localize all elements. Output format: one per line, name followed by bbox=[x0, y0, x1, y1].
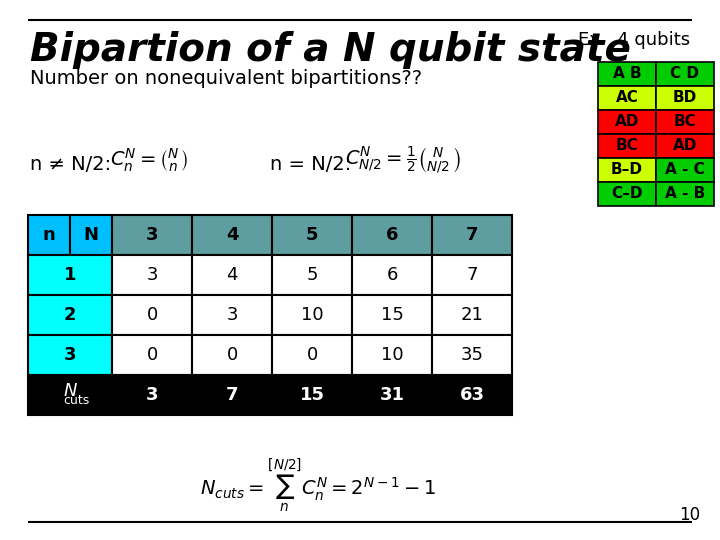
FancyBboxPatch shape bbox=[598, 182, 656, 206]
FancyBboxPatch shape bbox=[192, 215, 272, 255]
FancyBboxPatch shape bbox=[272, 295, 352, 335]
FancyBboxPatch shape bbox=[656, 86, 714, 110]
FancyBboxPatch shape bbox=[272, 375, 352, 415]
FancyBboxPatch shape bbox=[352, 215, 432, 255]
Text: A B: A B bbox=[613, 66, 642, 82]
Text: 7: 7 bbox=[466, 226, 478, 244]
Text: N: N bbox=[84, 226, 99, 244]
Text: $C_n^N = \binom{N}{n}$: $C_n^N = \binom{N}{n}$ bbox=[110, 146, 188, 174]
FancyBboxPatch shape bbox=[656, 62, 714, 86]
Text: C–D: C–D bbox=[611, 186, 643, 201]
Text: 5: 5 bbox=[306, 226, 318, 244]
FancyBboxPatch shape bbox=[352, 375, 432, 415]
Text: 4: 4 bbox=[226, 266, 238, 284]
Text: 0: 0 bbox=[226, 346, 238, 364]
Text: $C_{N/2}^N = \frac{1}{2}\binom{N}{N/2}$: $C_{N/2}^N = \frac{1}{2}\binom{N}{N/2}$ bbox=[345, 144, 461, 176]
Text: $N$: $N$ bbox=[63, 382, 78, 400]
Text: 2: 2 bbox=[64, 306, 76, 324]
Text: AD: AD bbox=[615, 114, 639, 130]
FancyBboxPatch shape bbox=[28, 295, 112, 335]
Text: 63: 63 bbox=[459, 386, 485, 404]
FancyBboxPatch shape bbox=[432, 335, 512, 375]
FancyBboxPatch shape bbox=[598, 86, 656, 110]
Text: 4: 4 bbox=[226, 226, 238, 244]
Text: cuts: cuts bbox=[63, 394, 89, 407]
FancyBboxPatch shape bbox=[272, 215, 352, 255]
Text: 21: 21 bbox=[461, 306, 483, 324]
FancyBboxPatch shape bbox=[192, 255, 272, 295]
FancyBboxPatch shape bbox=[28, 255, 112, 295]
FancyBboxPatch shape bbox=[598, 110, 656, 134]
Text: 7: 7 bbox=[226, 386, 238, 404]
Text: 7: 7 bbox=[467, 266, 478, 284]
Text: 10: 10 bbox=[381, 346, 403, 364]
Text: Number on nonequivalent bipartitions??: Number on nonequivalent bipartitions?? bbox=[30, 69, 422, 87]
FancyBboxPatch shape bbox=[112, 375, 192, 415]
FancyBboxPatch shape bbox=[28, 215, 70, 255]
Text: 0: 0 bbox=[307, 346, 318, 364]
Text: n ≠ N/2:: n ≠ N/2: bbox=[30, 156, 111, 174]
FancyBboxPatch shape bbox=[112, 255, 192, 295]
Text: 3: 3 bbox=[64, 346, 76, 364]
FancyBboxPatch shape bbox=[70, 215, 112, 255]
Text: 1: 1 bbox=[64, 266, 76, 284]
Text: BC: BC bbox=[616, 138, 639, 153]
FancyBboxPatch shape bbox=[192, 295, 272, 335]
Text: Bipartion of a N qubit state: Bipartion of a N qubit state bbox=[30, 31, 631, 69]
Text: 10: 10 bbox=[679, 506, 700, 524]
Text: 6: 6 bbox=[387, 266, 397, 284]
Text: 0: 0 bbox=[146, 346, 158, 364]
Text: 31: 31 bbox=[379, 386, 405, 404]
Text: n = N/2:: n = N/2: bbox=[270, 156, 351, 174]
Text: 5: 5 bbox=[306, 266, 318, 284]
FancyBboxPatch shape bbox=[192, 375, 272, 415]
Text: BC: BC bbox=[674, 114, 696, 130]
FancyBboxPatch shape bbox=[272, 335, 352, 375]
Text: 15: 15 bbox=[381, 306, 403, 324]
Text: BD: BD bbox=[673, 91, 697, 105]
FancyBboxPatch shape bbox=[656, 134, 714, 158]
FancyBboxPatch shape bbox=[112, 215, 192, 255]
Text: AC: AC bbox=[616, 91, 639, 105]
Text: C D: C D bbox=[670, 66, 700, 82]
Text: 15: 15 bbox=[300, 386, 325, 404]
FancyBboxPatch shape bbox=[598, 158, 656, 182]
FancyBboxPatch shape bbox=[352, 295, 432, 335]
Text: 3: 3 bbox=[145, 226, 158, 244]
FancyBboxPatch shape bbox=[112, 295, 192, 335]
Text: 3: 3 bbox=[145, 386, 158, 404]
FancyBboxPatch shape bbox=[656, 182, 714, 206]
Text: A - C: A - C bbox=[665, 163, 705, 178]
FancyBboxPatch shape bbox=[352, 335, 432, 375]
FancyBboxPatch shape bbox=[432, 295, 512, 335]
Text: n: n bbox=[42, 226, 55, 244]
Text: B–D: B–D bbox=[611, 163, 643, 178]
Text: 10: 10 bbox=[301, 306, 323, 324]
FancyBboxPatch shape bbox=[272, 255, 352, 295]
Text: 3: 3 bbox=[226, 306, 238, 324]
FancyBboxPatch shape bbox=[432, 215, 512, 255]
Text: A - B: A - B bbox=[665, 186, 705, 201]
Text: AD: AD bbox=[672, 138, 697, 153]
FancyBboxPatch shape bbox=[656, 158, 714, 182]
Text: 35: 35 bbox=[461, 346, 484, 364]
FancyBboxPatch shape bbox=[192, 335, 272, 375]
Text: 6: 6 bbox=[386, 226, 398, 244]
FancyBboxPatch shape bbox=[28, 375, 112, 415]
FancyBboxPatch shape bbox=[352, 255, 432, 295]
FancyBboxPatch shape bbox=[656, 110, 714, 134]
Text: 3: 3 bbox=[146, 266, 158, 284]
FancyBboxPatch shape bbox=[598, 62, 656, 86]
Text: $N_{cuts} = \sum_{n}^{[N/2]} C_n^N = 2^{N-1} - 1$: $N_{cuts} = \sum_{n}^{[N/2]} C_n^N = 2^{… bbox=[200, 456, 436, 514]
FancyBboxPatch shape bbox=[432, 255, 512, 295]
FancyBboxPatch shape bbox=[112, 335, 192, 375]
FancyBboxPatch shape bbox=[28, 335, 112, 375]
FancyBboxPatch shape bbox=[432, 375, 512, 415]
Text: 0: 0 bbox=[146, 306, 158, 324]
Text: Ex.  4 qubits: Ex. 4 qubits bbox=[578, 31, 690, 49]
FancyBboxPatch shape bbox=[598, 134, 656, 158]
